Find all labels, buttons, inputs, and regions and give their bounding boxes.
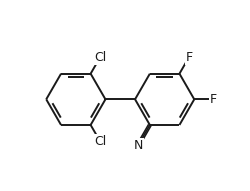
Text: Cl: Cl — [94, 135, 106, 148]
Text: Cl: Cl — [94, 50, 106, 64]
Text: F: F — [209, 93, 216, 106]
Text: N: N — [133, 139, 142, 152]
Text: F: F — [185, 50, 192, 64]
